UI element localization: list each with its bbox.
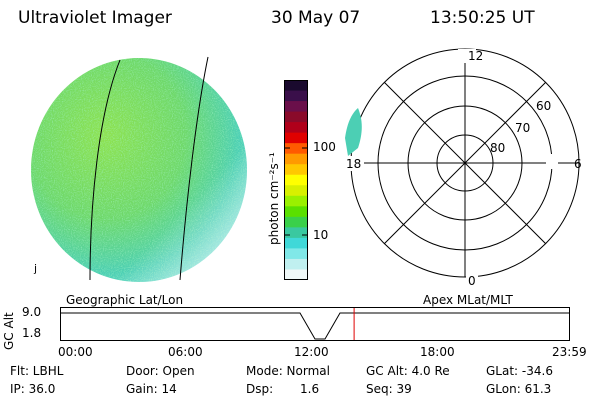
dsp-value: 1.6 — [300, 382, 320, 396]
polar-emission-patch — [345, 108, 362, 156]
polar-plot: 12 6 0 18 60 70 80 — [344, 48, 582, 288]
colorbar-cell — [284, 90, 308, 102]
timeline-y-bottom: 1.8 — [22, 326, 42, 340]
polar-label-12: 12 — [468, 49, 483, 63]
mode-status: Mode: Normal — [246, 364, 330, 378]
timeline-plot — [60, 307, 570, 341]
polar-label-0: 0 — [468, 274, 476, 288]
colorbar-cell — [284, 101, 308, 113]
date-label: 30 May 07 — [271, 8, 361, 28]
colorbar-cell — [284, 195, 308, 207]
colorbar-cell — [284, 122, 308, 134]
polar-label-lat-60: 60 — [536, 99, 551, 113]
colorbar-cell — [284, 132, 308, 144]
instrument-title: Ultraviolet Imager — [18, 8, 172, 28]
colorbar-cell — [284, 216, 308, 228]
colorbar-unit-label: photon cm⁻²s⁻¹ — [267, 152, 281, 245]
colorbar-cell — [284, 174, 308, 186]
time-tick-1200: 12:00 — [294, 345, 329, 359]
colorbar-cell — [284, 185, 308, 197]
gain-status: Gain: 14 — [126, 382, 177, 396]
colorbar-cell — [284, 111, 308, 123]
filter-status: Flt: LBHL — [10, 364, 64, 378]
colorbar-cell — [284, 258, 308, 271]
colorbar-cell — [284, 206, 308, 218]
polar-label-lat-70: 70 — [515, 121, 530, 135]
ip-status: IP: 36.0 — [10, 382, 56, 396]
colorbar-cell — [284, 143, 308, 155]
door-status: Door: Open — [126, 364, 195, 378]
time-tick-0600: 06:00 — [168, 345, 203, 359]
colorbar-cell — [284, 164, 308, 176]
dsp-label: Dsp: — [246, 382, 274, 396]
timeline-y-axis-label: GC Alt — [2, 312, 16, 350]
imager-disc — [31, 56, 247, 282]
timeline-left-label: Geographic Lat/Lon — [66, 293, 184, 307]
meridian-line-right — [179, 56, 209, 281]
time-tick-1800: 18:00 — [420, 345, 455, 359]
meridian-line-left — [89, 59, 121, 281]
timeline-right-label: Apex MLat/MLT — [423, 293, 513, 307]
colorbar-cell — [284, 80, 308, 92]
colorbar-cell — [284, 227, 308, 239]
altitude-curve — [61, 312, 569, 340]
colorbar-cell — [284, 248, 308, 260]
colorbar-cell — [284, 153, 308, 165]
time-label: 13:50:25 UT — [430, 8, 535, 28]
colorbar-tick-10: 10 — [313, 228, 329, 242]
side-mark: j — [34, 262, 38, 275]
glon-status: GLon: 61.3 — [486, 382, 552, 396]
gc-alt-status: GC Alt: 4.0 Re — [366, 364, 450, 378]
polar-label-6: 6 — [574, 157, 582, 171]
time-tick-2359: 23:59 — [552, 345, 587, 359]
time-tick-0000: 00:00 — [58, 345, 93, 359]
colorbar-tick-100: 100 — [313, 140, 336, 154]
polar-label-lat-80: 80 — [490, 141, 505, 155]
colorbar-cell — [284, 269, 308, 280]
colorbar — [284, 80, 308, 280]
glat-status: GLat: -34.6 — [486, 364, 553, 378]
seq-status: Seq: 39 — [366, 382, 412, 396]
timeline-y-top: 9.0 — [22, 305, 42, 319]
colorbar-cell — [284, 237, 308, 250]
polar-label-18: 18 — [346, 157, 361, 171]
